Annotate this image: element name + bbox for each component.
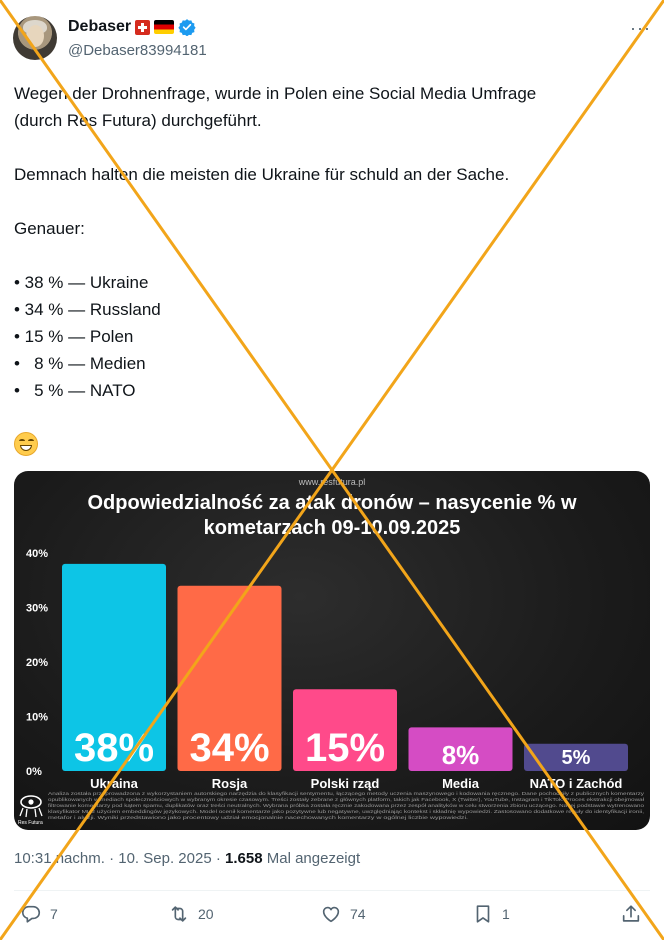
bookmark-button[interactable]: 1	[472, 903, 510, 925]
bar-value-label: 8%	[442, 740, 480, 770]
chart-footnote-line3: filtrowanie komentarzy pod kątem spamu, …	[48, 803, 645, 808]
chart-footnote-line4: klasyfikator ML z użyciem embeddingów ję…	[48, 809, 644, 814]
category-label: NATO i Zachód	[530, 776, 623, 791]
tweet-line: Wegen der Drohnenfrage, wurde in Polen e…	[14, 84, 537, 103]
views-label: Mal angezeigt	[266, 850, 361, 867]
tweet-line: • 38 % — Ukraine	[14, 273, 149, 292]
chart-url-label: www.resfutura.pl	[298, 477, 366, 487]
author-handle[interactable]: @Debaser83994181	[68, 42, 207, 59]
category-label: Media	[442, 776, 480, 791]
bar-value-label: 15%	[305, 726, 385, 770]
bar-value-label: 38%	[74, 726, 154, 770]
bookmark-icon	[476, 905, 490, 923]
tweet-line: Genauer:	[14, 219, 85, 238]
repost-count: 20	[198, 906, 214, 922]
share-button[interactable]	[620, 903, 642, 925]
tweet-text: Wegen der Drohnenfrage, wurde in Polen e…	[14, 80, 644, 404]
tweet-line: (durch Res Futura) durchgeführt.	[14, 111, 262, 130]
res-futura-logo-icon	[19, 795, 43, 818]
chart-footnote-line5: metafor i aluzji. Wyniki przedstawiono j…	[48, 815, 468, 820]
author-name[interactable]: Debaser	[68, 18, 132, 35]
tweet-blank-line	[14, 242, 644, 269]
meta-separator: ·	[215, 850, 226, 867]
chart-svg: www.resfutura.pl Odpowiedzialność za ata…	[18, 477, 645, 826]
meta-separator: ·	[109, 850, 119, 867]
emoji-eye-right	[28, 439, 34, 443]
chart-footnote-line1: Analiza została przeprowadzona z wykorzy…	[48, 791, 645, 796]
tweet-line: • 34 % — Russland	[14, 300, 161, 319]
like-button[interactable]: 74	[320, 903, 366, 925]
verified-badge-icon[interactable]	[178, 18, 196, 36]
bar-value-label: 34%	[189, 726, 269, 770]
y-tick-label: 40%	[26, 548, 48, 560]
repost-button[interactable]: 20	[168, 903, 214, 925]
chart-footnote-line2: opublikowanych w mediach społecznościowy…	[48, 797, 644, 802]
avatar[interactable]	[13, 16, 57, 60]
reply-count: 7	[50, 906, 58, 922]
emoji-eye-left	[19, 439, 25, 443]
tweet-actions: 7 20 74 1	[14, 903, 650, 933]
tweet-meta: 10:31 nachm. · 10. Sep. 2025 · 1.658 Mal…	[14, 850, 360, 867]
y-tick-label: 0%	[26, 766, 42, 778]
tweet-blank-line	[14, 134, 644, 161]
share-icon	[622, 905, 640, 922]
category-label: Rosja	[212, 776, 248, 791]
name-row: Debaser	[68, 18, 196, 36]
grinning-face-emoji-icon	[14, 432, 38, 456]
like-count: 74	[350, 906, 366, 922]
tweet-line: • 15 % — Polen	[14, 327, 134, 346]
bar-value-label: 5%	[562, 747, 591, 769]
heart-icon	[322, 906, 340, 923]
tweet-date[interactable]: 10. Sep. 2025	[118, 850, 212, 867]
chart-title-line1: Odpowiedzialność za atak dronów – nasyce…	[87, 492, 576, 514]
view-count: 1.658	[225, 850, 263, 867]
reply-icon	[21, 905, 41, 923]
attached-chart-image[interactable]: www.resfutura.pl Odpowiedzialność za ata…	[14, 471, 650, 830]
divider	[14, 890, 650, 891]
emoji-mouth	[20, 445, 32, 451]
bookmark-count: 1	[502, 906, 510, 922]
tweet-line: • 5 % — NATO	[14, 381, 136, 400]
y-tick-label: 10%	[26, 712, 48, 724]
chart-brand-label: Res Futura	[18, 820, 43, 826]
tweet-line: • 8 % — Medien	[14, 354, 146, 373]
tweet-header: Debaser @Debaser83994181 ···	[13, 16, 653, 64]
german-flag-icon	[154, 20, 175, 34]
y-tick-label: 30%	[26, 603, 48, 615]
more-options-icon[interactable]: ···	[630, 18, 651, 38]
chart-title-line2: kometarzach 09-10.09.2025	[204, 517, 461, 539]
repost-icon	[171, 906, 187, 922]
avatar-face	[27, 25, 44, 47]
category-label: Ukraina	[90, 776, 138, 791]
category-label: Polski rząd	[311, 776, 380, 791]
reply-button[interactable]: 7	[20, 903, 58, 925]
tweet-time[interactable]: 10:31 nachm.	[14, 850, 105, 867]
y-tick-label: 20%	[26, 657, 48, 669]
tweet-blank-line	[14, 188, 644, 215]
tweet-line: Demnach halten die meisten die Ukraine f…	[14, 165, 510, 184]
swiss-flag-icon	[135, 19, 151, 35]
